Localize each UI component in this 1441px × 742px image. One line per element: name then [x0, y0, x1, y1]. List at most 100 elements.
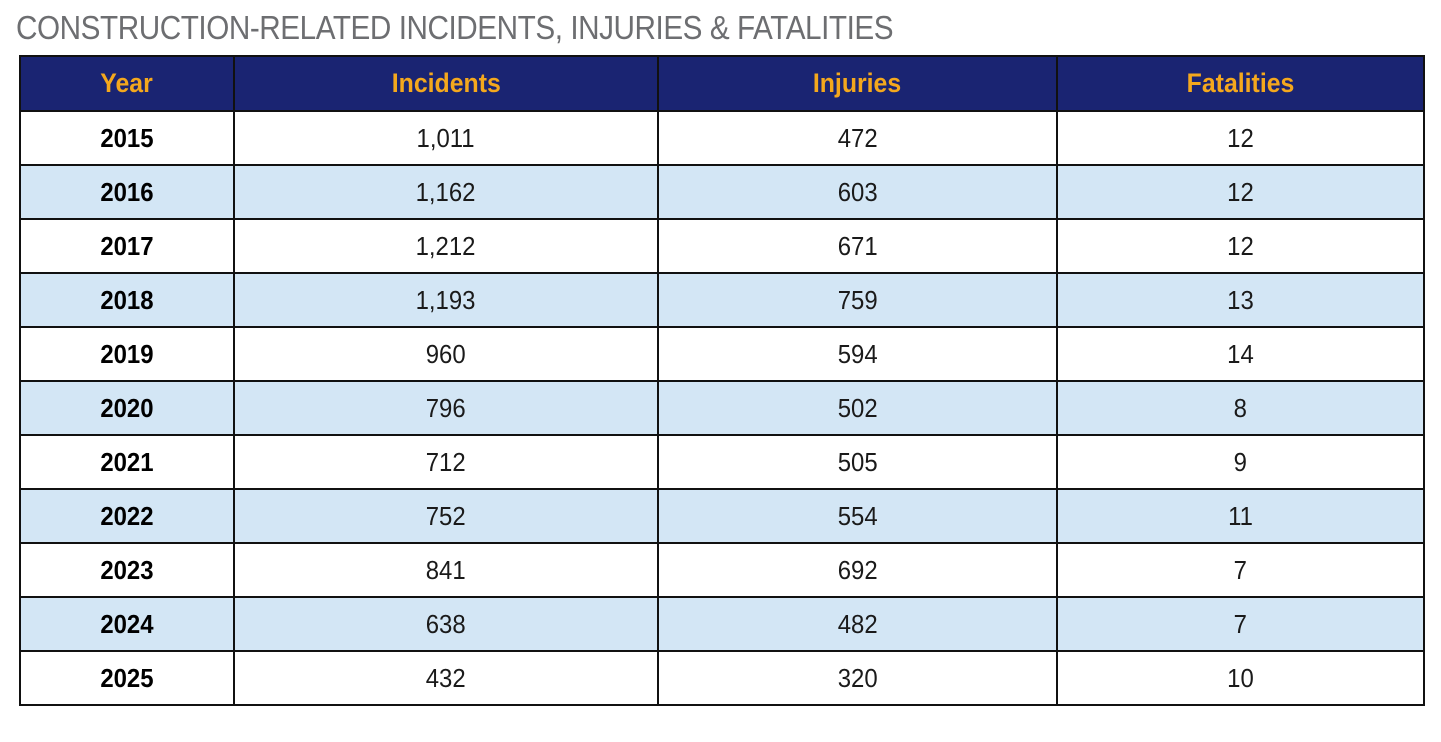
year-value: 2024: [100, 608, 154, 639]
fatalities-cell: 9: [1056, 434, 1425, 490]
column-header-fatalities: Fatalities: [1056, 55, 1425, 112]
column-header-incidents: Incidents: [233, 55, 659, 112]
table-row: 2016 1,162 603 12: [19, 164, 1425, 220]
fatalities-cell: 7: [1056, 596, 1425, 652]
column-header-injuries: Injuries: [657, 55, 1058, 112]
incidents-value: 752: [426, 500, 466, 531]
fatalities-value: 11: [1228, 500, 1253, 531]
incidents-value: 1,212: [416, 230, 476, 261]
injuries-cell: 692: [657, 542, 1058, 598]
year-value: 2017: [100, 230, 154, 261]
injuries-value: 482: [837, 608, 878, 639]
fatalities-value: 7: [1233, 554, 1248, 585]
fatalities-value: 12: [1227, 230, 1254, 261]
column-header-year: Year: [19, 55, 235, 112]
incidents-cell: 960: [233, 326, 659, 382]
injuries-cell: 603: [657, 164, 1058, 220]
year-cell: 2017: [19, 218, 235, 274]
injuries-cell: 502: [657, 380, 1058, 436]
column-header-injuries-label: Injuries: [813, 68, 902, 98]
incidents-cell: 638: [233, 596, 659, 652]
incidents-cell: 1,162: [233, 164, 659, 220]
year-value: 2023: [100, 554, 154, 585]
incidents-value: 1,193: [416, 284, 476, 315]
fatalities-cell: 12: [1056, 164, 1425, 220]
incidents-value: 638: [426, 608, 466, 639]
incidents-cell: 1,011: [233, 110, 659, 166]
table-row: 2025 432 320 10: [19, 650, 1425, 706]
injuries-value: 692: [837, 554, 878, 585]
year-cell: 2025: [19, 650, 235, 706]
table-row: 2019 960 594 14: [19, 326, 1425, 382]
fatalities-cell: 14: [1056, 326, 1425, 382]
incidents-cell: 841: [233, 542, 659, 598]
injuries-value: 554: [837, 500, 878, 531]
fatalities-value: 13: [1227, 284, 1254, 315]
injuries-value: 472: [837, 122, 878, 153]
injuries-value: 505: [837, 446, 878, 477]
year-cell: 2021: [19, 434, 235, 490]
injuries-cell: 671: [657, 218, 1058, 274]
fatalities-cell: 12: [1056, 110, 1425, 166]
year-value: 2025: [100, 662, 154, 693]
fatalities-cell: 8: [1056, 380, 1425, 436]
table-row: 2020 796 502 8: [19, 380, 1425, 436]
injuries-cell: 594: [657, 326, 1058, 382]
table-row: 2021 712 505 9: [19, 434, 1425, 490]
incidents-cell: 1,193: [233, 272, 659, 328]
incidents-cell: 712: [233, 434, 659, 490]
injuries-cell: 482: [657, 596, 1058, 652]
injuries-value: 502: [837, 392, 878, 423]
injuries-cell: 472: [657, 110, 1058, 166]
year-cell: 2023: [19, 542, 235, 598]
year-value: 2022: [100, 500, 154, 531]
year-value: 2016: [100, 176, 154, 207]
year-value: 2019: [100, 338, 154, 369]
table-body: 2015 1,011 472 12 2016 1,162 603 12 2017 1,212 671…: [19, 110, 1425, 706]
incidents-cell: 752: [233, 488, 659, 544]
incidents-value: 960: [426, 338, 466, 369]
year-value: 2021: [100, 446, 154, 477]
incidents-value: 1,162: [416, 176, 476, 207]
year-cell: 2020: [19, 380, 235, 436]
year-cell: 2022: [19, 488, 235, 544]
table-header: Year Incidents Injuries Fatalities: [19, 55, 1425, 112]
injuries-cell: 554: [657, 488, 1058, 544]
fatalities-value: 8: [1233, 392, 1248, 423]
year-cell: 2018: [19, 272, 235, 328]
year-value: 2020: [100, 392, 154, 423]
table-row: 2022 752 554 11: [19, 488, 1425, 544]
year-value: 2015: [100, 122, 154, 153]
fatalities-cell: 13: [1056, 272, 1425, 328]
fatalities-value: 14: [1227, 338, 1254, 369]
fatalities-cell: 11: [1056, 488, 1425, 544]
column-header-year-label: Year: [100, 68, 154, 98]
injuries-value: 320: [837, 662, 878, 693]
injuries-value: 594: [837, 338, 878, 369]
header-row: Year Incidents Injuries Fatalities: [19, 55, 1425, 112]
fatalities-value: 9: [1233, 446, 1248, 477]
data-table: Year Incidents Injuries Fatalities 2015 1…: [19, 55, 1425, 706]
table-row: 2015 1,011 472 12: [19, 110, 1425, 166]
fatalities-value: 10: [1227, 662, 1254, 693]
table-row: 2023 841 692 7: [19, 542, 1425, 598]
column-header-fatalities-label: Fatalities: [1186, 68, 1295, 98]
incidents-value: 796: [426, 392, 466, 423]
incidents-cell: 1,212: [233, 218, 659, 274]
incidents-value: 1,011: [416, 122, 476, 153]
year-cell: 2015: [19, 110, 235, 166]
table-row: 2018 1,193 759 13: [19, 272, 1425, 328]
injuries-cell: 759: [657, 272, 1058, 328]
fatalities-cell: 7: [1056, 542, 1425, 598]
page-title: CONSTRUCTION-RELATED INCIDENTS, INJURIES…: [16, 9, 894, 46]
year-cell: 2024: [19, 596, 235, 652]
injuries-cell: 505: [657, 434, 1058, 490]
table-row: 2024 638 482 7: [19, 596, 1425, 652]
fatalities-value: 7: [1233, 608, 1248, 639]
injuries-value: 759: [837, 284, 878, 315]
fatalities-cell: 10: [1056, 650, 1425, 706]
injuries-cell: 320: [657, 650, 1058, 706]
fatalities-value: 12: [1227, 122, 1254, 153]
column-header-incidents-label: Incidents: [391, 68, 501, 98]
incidents-value: 841: [426, 554, 466, 585]
